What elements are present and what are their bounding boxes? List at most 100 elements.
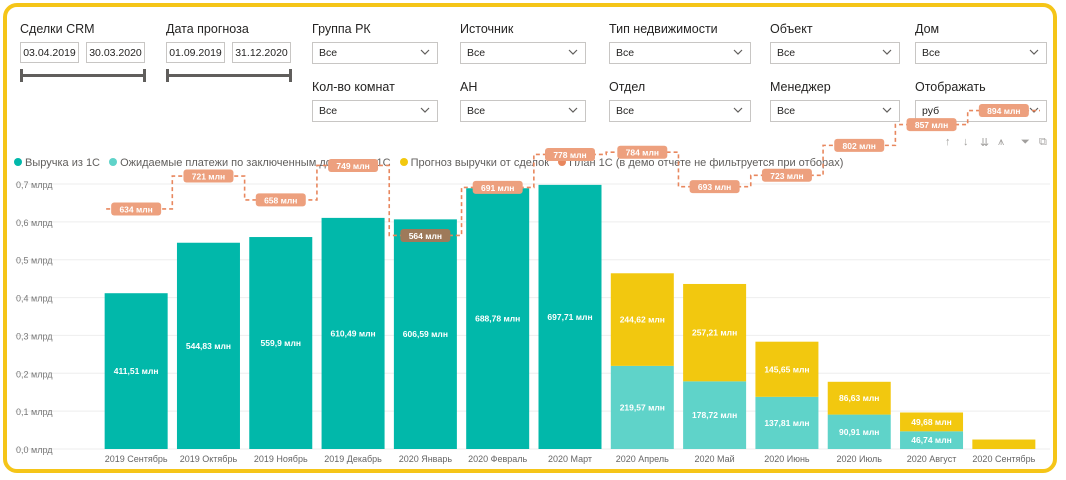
bar-value-label: 46,74 млн [911,435,951,445]
x-tick-label: 2019 Октябрь [180,454,238,464]
expand-hierarchy-icon[interactable]: ⩚ [998,136,1005,148]
forecast-date-to-input[interactable]: 31.12.2020 [232,42,291,63]
an-dropdown[interactable]: Все [460,100,586,122]
y-tick-label: 0,3 млрд [16,331,53,341]
plan-label-box[interactable] [906,118,957,132]
plan-label-box[interactable] [111,202,162,216]
obekt-slicer: Объект [770,22,813,36]
bar-value-label: 49,68 млн [911,417,951,427]
plan-label-box[interactable] [617,145,668,159]
chevron-down-icon [420,49,430,55]
bar-segment[interactable] [176,242,240,449]
legend-item-expected[interactable]: Ожидаемые платежи по заключенным договор… [109,157,391,169]
bar-value-label: 137,81 млн [764,418,809,428]
bar-segment[interactable] [466,188,530,450]
bar-segment[interactable] [610,273,674,366]
bar-segment[interactable] [827,381,891,415]
bar-segment[interactable] [827,414,891,449]
plan-label-box[interactable] [255,193,306,207]
istochnik-dropdown[interactable]: Все [460,42,586,64]
dom-value: Все [922,47,941,59]
kol-vo-komnat-value: Все [319,105,338,117]
plan-label-box[interactable] [761,168,812,182]
plan-label-box[interactable] [834,138,885,152]
plan-label-box[interactable] [400,228,451,242]
crm-deals-from-input[interactable]: 03.04.2019 [20,42,79,63]
forecast-date-range-track[interactable] [166,74,292,77]
filter-icon[interactable]: ⏷ [1021,136,1030,148]
crm-deals-range-track[interactable] [20,74,146,77]
bar-segment[interactable] [321,217,385,449]
double-arrow-down-icon[interactable]: ⇊ [980,137,990,149]
bar-segment[interactable] [755,396,819,449]
plan-value-label: 691 млн [481,183,514,193]
plan-label-box[interactable] [472,180,523,194]
obekt-value: Все [777,47,796,59]
forecast-date-slicer: Дата прогноза [166,22,249,36]
forecast-date-range-handle-end[interactable] [289,69,292,82]
forecast-date-label: Дата прогноза [166,22,249,36]
chart-legend: Выручка из 1С Ожидаемые платежи по заклю… [14,157,849,169]
forecast-date-from-input[interactable]: 01.09.2019 [166,42,225,63]
otdel-slicer: Отдел [609,80,645,94]
kol-vo-komnat-dropdown[interactable]: Все [312,100,438,122]
bar-segment[interactable] [755,341,819,397]
bar-segment[interactable] [683,381,747,449]
x-tick-label: 2019 Ноябрь [254,454,308,464]
plan-value-label: 784 млн [626,148,659,158]
arrow-up-icon[interactable]: ↑ [945,136,951,148]
bar-value-label: 244,62 млн [620,315,665,325]
bar-segment[interactable] [104,293,168,449]
menedzher-value: Все [777,105,796,117]
bar-value-label: 178,72 млн [692,410,737,420]
forecast-date-range-handle-start[interactable] [166,69,169,82]
tip-nedvizhimosti-dropdown[interactable]: Все [609,42,751,64]
legend-label-plan: План 1С (в демо отчете не фильтруется пр… [569,157,844,169]
bar-segment[interactable] [538,184,602,449]
x-tick-label: 2019 Декабрь [324,454,382,464]
legend-dot-expected [109,158,118,166]
bar-value-label: 688,78 млн [475,314,520,324]
plan-label-box[interactable] [545,147,595,161]
plan-label-box[interactable] [978,104,1029,118]
arrow-down-icon[interactable]: ↓ [963,136,969,148]
crm-deals-range-handle-end[interactable] [143,69,146,82]
focus-mode-icon[interactable]: ⧉ [1039,136,1047,148]
chevron-down-icon [568,49,578,55]
legend-item-revenue[interactable]: Выручка из 1С [14,157,100,169]
legend-item-plan[interactable]: План 1С (в демо отчете не фильтруется пр… [558,157,843,169]
crm-deals-to-input[interactable]: 30.03.2020 [86,42,145,63]
chevron-down-icon [1029,49,1039,55]
crm-deals-range-handle-start[interactable] [20,69,23,82]
legend-label-forecast: Прогноз выручки от сделок [410,157,550,169]
bar-value-label: 90,91 млн [839,427,879,437]
menedzher-slicer: Менеджер [770,80,831,94]
gruppa-rk-dropdown[interactable]: Все [312,42,438,64]
plan-label-box[interactable] [183,169,234,183]
y-tick-label: 0,1 млрд [16,407,53,417]
bar-segment[interactable] [683,283,747,382]
plan-value-label: 658 млн [264,195,297,205]
legend-dot-plan [558,158,567,166]
bar-segment[interactable] [249,237,313,449]
bar-segment[interactable] [610,365,674,449]
y-tick-label: 0,6 млрд [16,218,53,228]
y-tick-label: 0,7 млрд [16,180,53,190]
dom-dropdown[interactable]: Все [915,42,1047,64]
otdel-dropdown[interactable]: Все [609,100,751,122]
bar-segment[interactable] [900,412,964,432]
plan-value-label: 857 млн [915,120,948,130]
bar-value-label: 606,59 млн [403,329,448,339]
x-tick-label: 2020 Январь [399,454,453,464]
bar-segment[interactable] [393,219,457,449]
kol-vo-komnat-label: Кол-во комнат [312,80,395,94]
bar-segment[interactable] [900,431,964,449]
plan-label-box[interactable] [328,158,379,172]
plan-label-box[interactable] [689,180,740,194]
x-tick-label: 2020 Июнь [764,454,810,464]
legend-item-forecast[interactable]: Прогноз выручки от сделок [399,157,550,169]
menedzher-dropdown[interactable]: Все [770,100,900,122]
obekt-dropdown[interactable]: Все [770,42,900,64]
bar-segment[interactable] [972,439,1036,449]
